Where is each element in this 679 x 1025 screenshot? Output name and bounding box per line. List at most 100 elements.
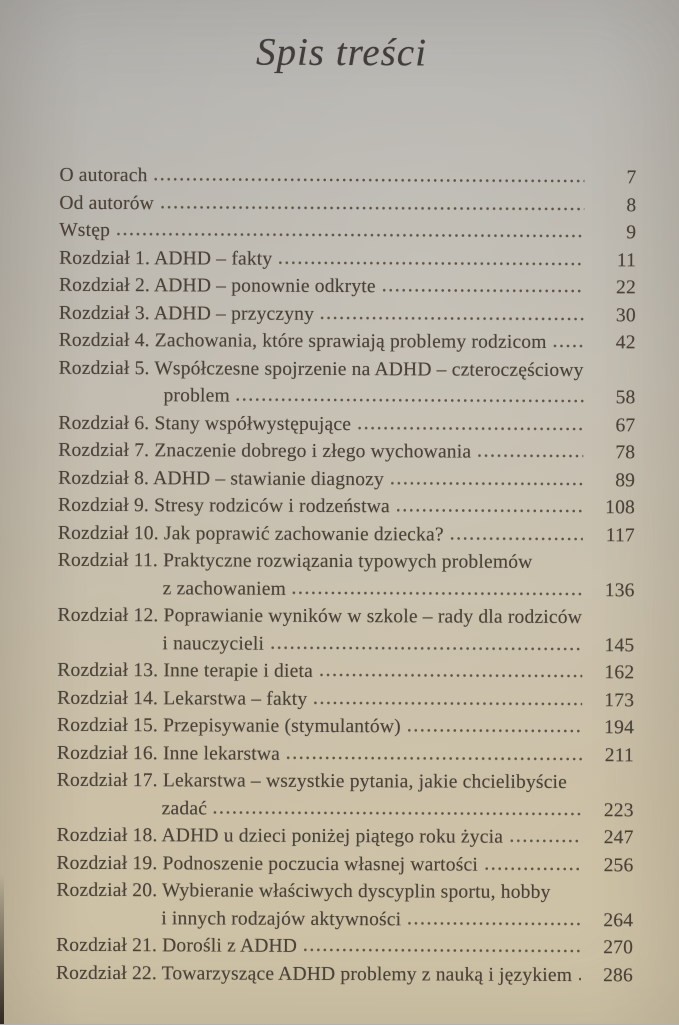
toc-entry: Rozdział 3. ADHD – przyczyny 30: [59, 299, 636, 329]
toc-entry-page: 7: [626, 167, 637, 189]
dot-leader: [317, 672, 583, 679]
page-title: Spis treści: [255, 30, 428, 75]
toc-entry-page: 22: [616, 277, 637, 299]
toc-entry-line: Rozdział 18. ADHD u dzieci poniżej piąte…: [57, 822, 634, 852]
dot-leader: [312, 700, 583, 706]
dot-leader: [234, 397, 584, 404]
toc-entry: Rozdział 21. Dorośli z ADHD 270: [56, 932, 633, 962]
dot-leader: [405, 728, 583, 734]
toc-entry-continuation-line: problem 58: [58, 382, 635, 412]
toc-entry-line: Rozdział 21. Dorośli z ADHD 270: [56, 932, 633, 962]
toc-entry: Rozdział 20. Wybieranie właściwych dyscy…: [56, 877, 633, 935]
toc-entry-line: Rozdział 15. Przepisywanie (stymulantów)…: [57, 712, 634, 742]
toc-entry-label: Rozdział 13. Inne terapie i dieta: [57, 659, 314, 682]
toc-entry: Rozdział 17. Lekarstwa – wszystkie pytan…: [57, 767, 634, 825]
toc-entry-line: Rozdział 16. Inne lekarstwa 211: [57, 739, 634, 769]
toc-entry-label: Rozdział 9. Stresy rodziców i rodzeństwa: [57, 494, 390, 518]
toc-entry-line: Rozdział 6. Stany współwystępujące 67: [58, 409, 635, 439]
toc-entry-line: Rozdział 22. Towarzyszące ADHD problemy …: [56, 959, 633, 989]
dot-leader: [406, 920, 582, 926]
dot-leader: [448, 535, 583, 541]
toc-entry-continuation-line: z zachowaniem 136: [58, 574, 635, 604]
toc-entry: Rozdział 22. Towarzyszące ADHD problemy …: [56, 959, 633, 989]
toc-entry-label: Rozdział 8. ADHD – stawianie diagnozy: [58, 467, 385, 490]
toc-entry-page: 286: [603, 964, 634, 986]
toc-entry-line: Rozdział 12. Poprawianie wyników w szkol…: [57, 602, 634, 632]
dot-leader: [212, 809, 582, 816]
toc-entry-line: Rozdział 17. Lekarstwa – wszystkie pytan…: [57, 767, 634, 797]
toc-entry-label: Rozdział 16. Inne lekarstwa: [56, 742, 281, 765]
toc-entry-line: Rozdział 3. ADHD – przyczyny 30: [59, 299, 636, 329]
toc-entry-page: 108: [605, 497, 636, 519]
toc-entry-label: Od autorów: [59, 192, 155, 214]
toc-list: O autorach 7 Od autorów 8 Wstęp 9 Rozdzi…: [56, 162, 637, 990]
toc-entry-label-continuation: z zachowaniem: [162, 577, 287, 600]
toc-entry-line: Wstęp 9: [59, 217, 636, 247]
toc-entry-page: 247: [603, 827, 634, 849]
toc-entry-continuation-line: zadać 223: [57, 794, 634, 824]
toc-entry-line: Rozdział 19. Podnoszenie poczucia własne…: [56, 849, 633, 879]
toc-entry-page: 145: [604, 634, 635, 656]
toc-entry-label: Rozdział 2. ADHD – ponownie odkryte: [58, 274, 376, 298]
toc-entry-label: Rozdział 19. Podnoszenie poczucia własne…: [56, 852, 479, 876]
toc-entry-line: Rozdział 1. ADHD – fakty 11: [59, 244, 636, 274]
toc-entry-page: 89: [615, 469, 636, 491]
dot-leader: [482, 866, 582, 871]
toc-entry: Wstęp 9: [59, 217, 636, 247]
toc-entry-line: Rozdział 5. Współczesne spojrzenie na AD…: [59, 354, 636, 384]
toc-entry-label-continuation: i nauczycieli: [162, 632, 265, 655]
toc-entry-page: 42: [615, 332, 636, 354]
toc-entry: Rozdział 2. ADHD – ponownie odkryte 22: [59, 272, 636, 302]
toc-entry: Rozdział 5. Współczesne spojrzenie na AD…: [58, 354, 636, 412]
toc-entry-page: 136: [604, 579, 635, 601]
toc-entry: Rozdział 16. Inne lekarstwa 211: [57, 739, 634, 769]
toc-entry-page: 8: [626, 194, 637, 216]
dot-leader: [476, 453, 584, 459]
toc-entry-continuation-line: i innych rodzajów aktywności 264: [56, 904, 633, 934]
toc-entry: Rozdział 14. Lekarstwa – fakty 173: [57, 684, 634, 714]
toc-entry: Rozdział 6. Stany współwystępujące 67: [58, 409, 635, 439]
toc-entry-page: 67: [615, 414, 636, 436]
toc-entry-line: Rozdział 7. Znaczenie dobrego i złego wy…: [58, 437, 635, 467]
toc-entry-label: Rozdział 18. ADHD u dzieci poniżej piąte…: [56, 824, 504, 848]
toc-entry-line: Rozdział 11. Praktyczne rozwiązania typo…: [58, 547, 635, 577]
toc-entry: Rozdział 4. Zachowania, które sprawiają …: [59, 327, 636, 357]
toc-entry-label: Rozdział 15. Przepisywanie (stymulantów): [57, 714, 401, 738]
toc-entry: Rozdział 13. Inne terapie i dieta 162: [57, 657, 634, 687]
dot-leader: [319, 315, 584, 321]
toc-entry-label: Rozdział 21. Dorośli z ADHD: [56, 934, 298, 957]
toc-entry-label: Rozdział 11. Praktyczne rozwiązania typo…: [57, 549, 533, 573]
toc-entry-line: Rozdział 14. Lekarstwa – fakty 173: [57, 684, 634, 714]
toc-entry-page: 256: [603, 854, 634, 876]
toc-entry: Rozdział 8. ADHD – stawianie diagnozy 89: [58, 464, 635, 494]
dot-leader: [551, 343, 584, 349]
toc-entry-page: 264: [603, 909, 634, 931]
dot-leader: [115, 232, 585, 239]
toc-entry-label: Rozdział 4. Zachowania, które sprawiają …: [58, 329, 547, 353]
toc-entry-label: Wstęp: [59, 219, 111, 241]
toc-entry-label: Rozdział 10. Jak poprawić zachowanie dzi…: [57, 522, 444, 545]
toc-entry-line: Rozdział 20. Wybieranie właściwych dyscy…: [56, 877, 633, 907]
toc-entry-label: Rozdział 14. Lekarstwa – fakty: [57, 687, 308, 710]
toc-entry-label: Rozdział 5. Współczesne spojrzenie na AD…: [58, 357, 584, 381]
toc-entry: Rozdział 7. Znaczenie dobrego i złego wy…: [58, 437, 635, 467]
toc-entry-label: Rozdział 6. Stany współwystępujące: [58, 412, 352, 435]
toc-entry: Rozdział 15. Przepisywanie (stymulantów)…: [57, 712, 634, 742]
toc-entry-label: Rozdział 20. Wybieranie właściwych dyscy…: [56, 879, 551, 903]
toc-entry: Rozdział 19. Podnoszenie poczucia własne…: [56, 849, 633, 879]
toc-entry-line: Rozdział 2. ADHD – ponownie odkryte 22: [59, 272, 636, 302]
toc-entry-continuation-line: i nauczycieli 145: [57, 629, 634, 659]
toc-entry: Rozdział 10. Jak poprawić zachowanie dzi…: [58, 519, 635, 549]
toc-entry: Rozdział 12. Poprawianie wyników w szkol…: [57, 602, 635, 660]
toc-entry-label: Rozdział 22. Towarzyszące ADHD problemy …: [55, 962, 573, 986]
toc-entry-label: Rozdział 12. Poprawianie wyników w szkol…: [57, 604, 583, 629]
toc-entry: Rozdział 1. ADHD – fakty 11: [59, 244, 636, 274]
toc-entry-page: 9: [626, 222, 637, 244]
toc-entry: O autorach 7: [59, 162, 636, 192]
toc-entry-line: Rozdział 4. Zachowania, które sprawiają …: [59, 327, 636, 357]
dot-leader: [302, 947, 582, 954]
dot-leader: [388, 480, 584, 486]
dot-leader: [508, 838, 582, 844]
dot-leader: [158, 204, 585, 211]
